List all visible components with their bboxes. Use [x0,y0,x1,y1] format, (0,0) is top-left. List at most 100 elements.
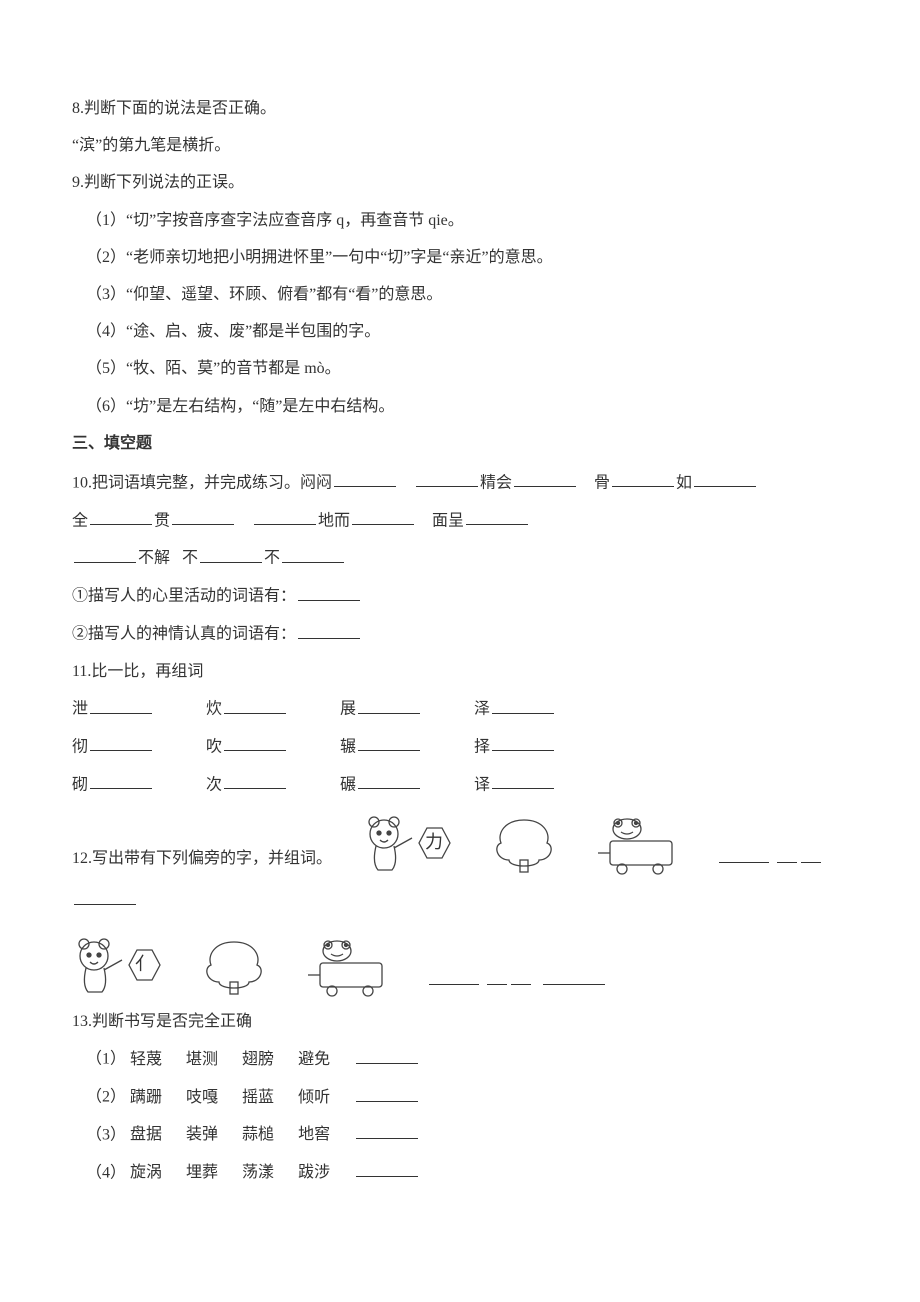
q12-figs-2: 亻 [72,930,397,1000]
q10-sub1-text: ①描写人的心里活动的词语有： [72,588,296,605]
fill-blank[interactable] [90,733,152,752]
radical-label: 力 [425,832,443,852]
q10-gu: 骨 [594,474,610,491]
fill-blank[interactable] [492,771,554,790]
q10-row-3: 不解 不不 [72,544,848,572]
fill-blank[interactable] [487,968,507,985]
fill-blank[interactable] [514,469,576,488]
q13-word: 避免 [298,1046,330,1073]
q11-char: 次 [206,776,222,793]
q10-sub1: ①描写人的心里活动的词语有： [72,582,848,610]
fill-blank[interactable] [90,771,152,790]
q13-word: 堪测 [186,1046,218,1073]
q13-word: 蒜槌 [242,1121,274,1148]
q9-item-6: （6）“坊”是左右结构，“随”是左中右结构。 [72,393,848,420]
q13-title: 13.判断书写是否完全正确 [72,1008,848,1035]
fill-blank[interactable] [612,469,674,488]
q13-num: （2） [86,1089,126,1106]
q10-sub2-text: ②描写人的神情认真的词语有： [72,626,296,643]
fill-blank[interactable] [224,771,286,790]
q11-char: 碾 [340,776,356,793]
q10-guan: 贯 [154,512,170,529]
q13-word: 吱嘎 [186,1084,218,1111]
q10-bu2: 不 [264,550,280,567]
q9-item-2: （2）“老师亲切地把小明拥进怀里”一句中“切”字是“亲近”的意思。 [72,244,848,271]
fill-blank[interactable] [466,507,528,526]
fill-blank[interactable] [90,695,152,714]
q13-word: 荡漾 [242,1159,274,1186]
fill-blank[interactable] [719,845,769,864]
q13-word: 埋葬 [186,1159,218,1186]
fill-blank[interactable] [334,469,396,488]
q13-word: 盘据 [130,1121,162,1148]
fill-blank[interactable] [358,771,420,790]
q12-intro: 12.写出带有下列偏旁的字，并组词。 [72,845,332,872]
fill-blank[interactable] [358,695,420,714]
q13-word: 跋涉 [298,1159,330,1186]
q11-row-1: 泄 炊 展 泽 [72,695,848,723]
bear-hexagon-icon: 亻 [72,930,167,1000]
q9-item-4: （4）“途、启、疲、废”都是半包围的字。 [72,318,848,345]
q9-item-5: （5）“牧、陌、莫”的音节都是 mò。 [72,355,848,382]
fill-blank[interactable] [254,507,316,526]
fill-blank[interactable] [224,733,286,752]
fill-blank[interactable] [356,1159,418,1178]
q13-num: （4） [86,1164,126,1181]
q12-row-2: 亻 [72,930,848,1000]
fill-blank[interactable] [356,1121,418,1140]
q10-dier: 地而 [318,512,350,529]
fill-blank[interactable] [694,469,756,488]
fill-blank[interactable] [416,469,478,488]
q9-item-1: （1）“切”字按音序查字法应查音序 q，再查音节 qie。 [72,207,848,234]
q11-char: 炊 [206,701,222,718]
q11-char: 砌 [72,776,88,793]
q10-ru: 如 [676,474,692,491]
fill-blank[interactable] [282,544,344,563]
fill-blank[interactable] [492,733,554,752]
fill-blank[interactable] [358,733,420,752]
fill-blank[interactable] [801,846,821,863]
q10-row-1: 10.把词语填完整，并完成练习。闷闷 精会 骨如 [72,469,848,497]
q13-num: （3） [86,1126,126,1143]
q13-row-1: （1） 轻蔑 堪测 翅膀 避免 [72,1045,848,1073]
q11-char: 择 [474,738,490,755]
tree-icon [487,808,562,878]
fill-blank[interactable] [429,966,479,985]
q13-word: 倾听 [298,1084,330,1111]
fill-blank[interactable] [777,846,797,863]
q12-blanks-2 [427,966,607,994]
fill-blank[interactable] [298,582,360,601]
frog-cart-icon [592,813,687,878]
fill-blank[interactable] [74,544,136,563]
q13-word: 地窖 [298,1121,330,1148]
fill-blank[interactable] [200,544,262,563]
q12-blanks-1 [717,845,823,873]
q10-jinghui: 精会 [480,474,512,491]
q13-row-3: （3） 盘据 装弹 蒜槌 地窖 [72,1121,848,1149]
fill-blank[interactable] [352,507,414,526]
fill-blank[interactable] [356,1045,418,1064]
fill-blank[interactable] [90,507,152,526]
q11-char: 展 [340,701,356,718]
q12-row-1: 12.写出带有下列偏旁的字，并组词。 [72,808,848,878]
q13-word: 装弹 [186,1121,218,1148]
q13-word: 旋涡 [130,1159,162,1186]
fill-blank[interactable] [224,695,286,714]
q13-row-2: （2） 蹒跚 吱嘎 摇蓝 倾听 [72,1083,848,1111]
fill-blank[interactable] [356,1083,418,1102]
fill-blank[interactable] [511,968,531,985]
worksheet-page: 8.判断下面的说法是否正确。 “滨”的第九笔是横折。 9.判断下列说法的正误。 … [0,0,920,1302]
fill-blank[interactable] [492,695,554,714]
q11-char: 彻 [72,738,88,755]
q8-title: 8.判断下面的说法是否正确。 [72,95,848,122]
q9-item-3: （3）“仰望、遥望、环顾、俯看”都有“看”的意思。 [72,281,848,308]
fill-blank[interactable] [298,620,360,639]
fill-blank[interactable] [172,507,234,526]
q11-char: 泄 [72,701,88,718]
fill-blank[interactable] [74,886,136,905]
q10-bu1: 不 [182,550,198,567]
q13-word: 翅膀 [242,1046,274,1073]
fill-blank[interactable] [543,966,605,985]
q13-word: 蹒跚 [130,1084,162,1111]
q12-standalone-blank [72,886,848,914]
